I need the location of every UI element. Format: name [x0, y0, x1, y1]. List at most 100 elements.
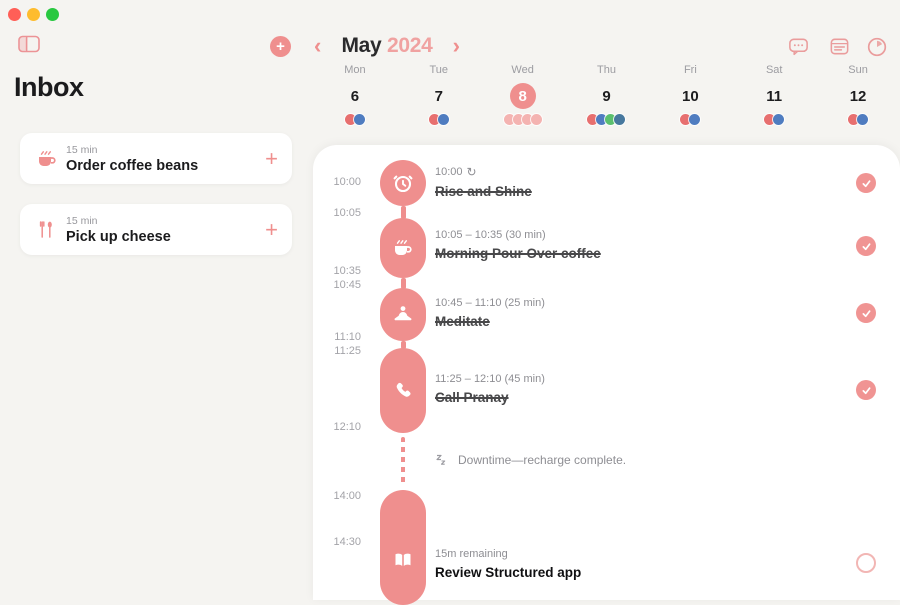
day-date: 10 — [682, 87, 699, 105]
meditation-icon — [391, 303, 415, 327]
day-task-dots — [587, 114, 626, 125]
day-task-dots — [680, 114, 701, 125]
sidebar-toggle-button[interactable] — [16, 34, 42, 56]
day-name: Fri — [683, 64, 697, 76]
time-label: 12:10 — [333, 421, 361, 433]
cutlery-icon — [34, 219, 60, 241]
month-label: May — [341, 34, 382, 57]
time-label: 14:30 — [333, 536, 361, 548]
phone-icon — [392, 380, 414, 402]
timeline-connector — [401, 206, 406, 219]
task-row-morning-pour-over-coffee[interactable]: 10:05 – 10:35 (30 min) Morning Pour Over… — [435, 229, 601, 261]
alarm-icon — [391, 171, 415, 195]
task-checkbox-review-structured-app-unchecked[interactable] — [856, 553, 876, 573]
day-task-dots — [848, 114, 869, 125]
check-icon — [861, 386, 871, 394]
coffee-icon — [34, 147, 60, 171]
timer-button[interactable] — [865, 35, 889, 59]
month-year-title: May 2024 — [341, 34, 432, 58]
day-column-fri[interactable]: Fri 10 — [648, 64, 732, 138]
calendar-icon — [830, 38, 848, 55]
task-title: Morning Pour Over coffee — [435, 246, 601, 261]
calendar-button[interactable] — [827, 35, 851, 59]
timeline-pill-morning-pour-over-coffee[interactable] — [380, 218, 426, 278]
timeline-pill-rise-and-shine[interactable] — [380, 160, 426, 206]
coffee-icon — [391, 236, 415, 260]
time-label: 11:25 — [334, 345, 361, 357]
add-task-button[interactable]: + — [270, 36, 291, 57]
task-row-call-pranay[interactable]: 11:25 – 12:10 (45 min) Call Pranay — [435, 373, 545, 405]
task-checkbox-rise-and-shine-checked[interactable] — [856, 173, 876, 193]
task-title: Order coffee beans — [66, 157, 199, 174]
task-row-review-structured-app[interactable]: 15m remaining Review Structured app — [435, 548, 581, 580]
timeline-pill-review-structured-app[interactable] — [380, 490, 426, 605]
notes-button[interactable] — [786, 35, 810, 59]
close-window-button[interactable] — [8, 8, 21, 21]
day-name: Mon — [344, 64, 366, 76]
task-duration: 15 min — [66, 143, 98, 156]
time-label: 10:00 — [333, 176, 361, 188]
day-name: Tue — [429, 64, 449, 76]
inbox-task-pick-up-cheese[interactable]: 15 min Pick up cheese + — [20, 204, 292, 255]
previous-week-button[interactable]: ‹ — [314, 33, 322, 58]
day-date: 6 — [350, 87, 360, 105]
sleep-zzz-icon — [436, 454, 446, 465]
task-duration: 15 min — [66, 214, 98, 227]
task-row-rise-and-shine[interactable]: 10:00 ↻ Rise and Shine — [435, 165, 532, 199]
day-task-dots — [503, 114, 542, 125]
chat-bubble-icon — [788, 38, 808, 56]
zoom-window-button[interactable] — [46, 8, 59, 21]
task-title: Call Pranay — [435, 390, 509, 405]
timeline-connector — [401, 341, 406, 349]
day-date: 12 — [849, 87, 867, 105]
task-row-meditate[interactable]: 10:45 – 11:10 (25 min) Meditate — [435, 297, 545, 329]
downtime-dotted-connector — [401, 437, 405, 487]
day-column-sat[interactable]: Sat 11 — [732, 64, 816, 138]
repeat-icon: ↻ — [466, 165, 477, 179]
task-checkbox-meditate-checked[interactable] — [856, 303, 876, 323]
timeline-connector — [401, 278, 406, 289]
day-column-thu[interactable]: Thu 9 — [565, 64, 649, 138]
timeline-pill-call-pranay[interactable] — [380, 348, 426, 433]
task-title: Pick up cheese — [66, 228, 171, 245]
minimize-window-button[interactable] — [27, 8, 40, 21]
sidebar-toggle-icon — [18, 35, 40, 53]
check-icon — [861, 309, 871, 317]
day-name: Wed — [511, 64, 534, 76]
time-label: 10:45 — [333, 279, 361, 291]
day-column-wed-selected[interactable]: Wed 8 — [481, 64, 565, 138]
next-week-button[interactable]: › — [452, 33, 460, 58]
day-date: 9 — [602, 87, 611, 105]
year-label: 2024 — [386, 34, 433, 57]
day-task-dots — [764, 114, 785, 125]
task-title: Review Structured app — [435, 565, 582, 580]
task-time: 10:05 – 10:35 (30 min) — [435, 229, 546, 241]
task-title: Meditate — [435, 314, 490, 329]
schedule-task-button[interactable]: + — [265, 145, 278, 171]
timeline-pill-meditate[interactable] — [380, 288, 426, 341]
time-label: 10:35 — [333, 265, 361, 277]
week-strip: Mon 6 Tue 7 Wed 8 Thu 9 Fri 10 Sat 11 Su… — [313, 64, 900, 138]
day-date: 11 — [766, 87, 783, 105]
book-icon — [391, 548, 415, 572]
task-checkbox-morning-pour-over-coffee-checked[interactable] — [856, 236, 876, 256]
inbox-task-order-coffee-beans[interactable]: 15 min Order coffee beans + — [20, 133, 292, 184]
day-column-mon[interactable]: Mon 6 — [313, 64, 397, 138]
day-date: 8 — [509, 83, 536, 109]
day-task-dots — [344, 114, 365, 125]
page-title: Inbox — [14, 72, 84, 102]
day-name: Sat — [765, 64, 783, 76]
day-name: Sun — [848, 64, 868, 76]
day-timeline: 10:00 10:05 10:35 10:45 11:10 11:25 12:1… — [313, 145, 900, 605]
task-title: Rise and Shine — [435, 184, 532, 199]
time-label: 14:00 — [333, 490, 361, 502]
task-checkbox-call-pranay-checked[interactable] — [856, 380, 876, 400]
day-column-sun[interactable]: Sun 12 — [816, 64, 900, 138]
day-name: Thu — [597, 64, 616, 76]
task-time: 11:25 – 12:10 (45 min) — [435, 373, 545, 385]
task-time-remaining: 15m remaining — [435, 548, 508, 560]
day-column-tue[interactable]: Tue 7 — [397, 64, 481, 138]
time-label: 10:05 — [333, 207, 361, 219]
timer-icon — [867, 37, 887, 57]
schedule-task-button[interactable]: + — [265, 216, 278, 242]
